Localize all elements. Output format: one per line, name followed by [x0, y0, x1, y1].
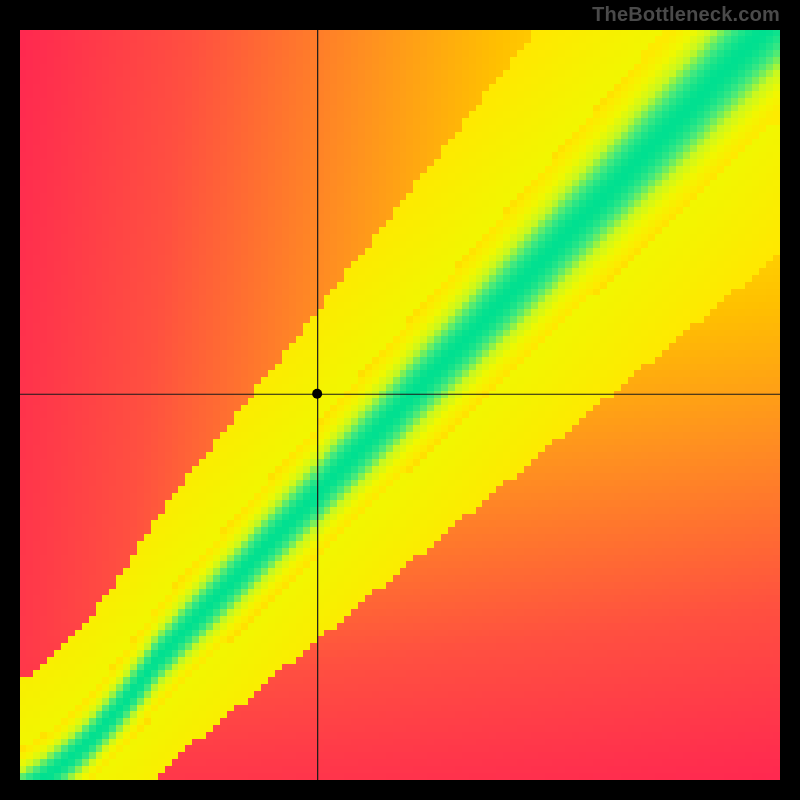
heatmap-canvas [20, 30, 780, 780]
chart-container: TheBottleneck.com [0, 0, 800, 800]
watermark-text: TheBottleneck.com [592, 4, 780, 27]
heatmap-plot [20, 30, 780, 780]
